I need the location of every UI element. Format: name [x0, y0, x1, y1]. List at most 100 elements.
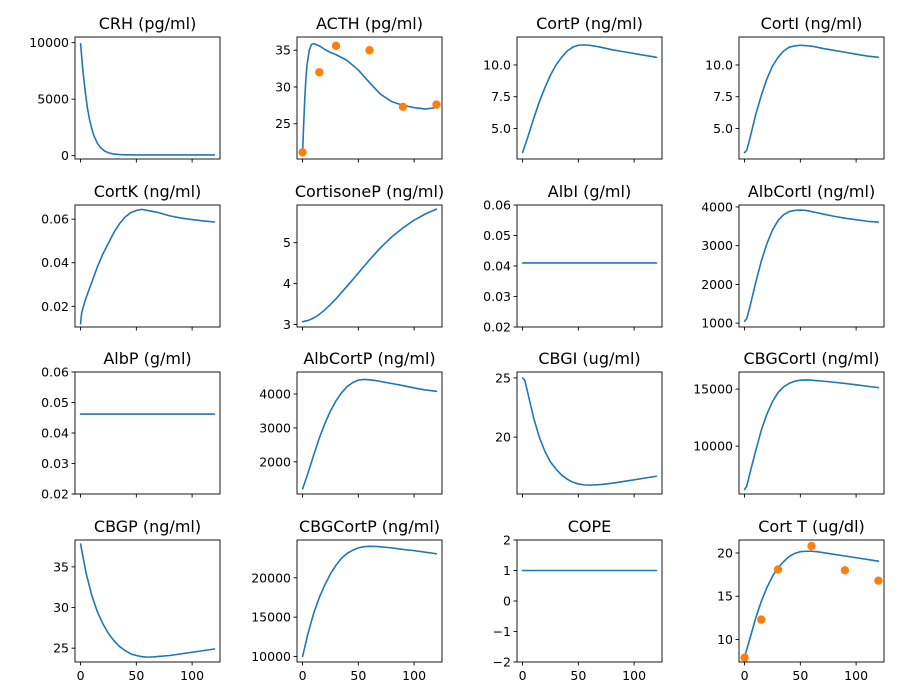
y-tick-label: 0.02 — [41, 299, 69, 314]
y-tick-label: −1 — [493, 624, 511, 639]
y-tick-label: 10000 — [693, 439, 733, 454]
subplot-panel: CortP (ng/ml) 5.0 7.5 10.0 — [483, 14, 663, 163]
subplot-panel: CBGCortI (ng/ml) 10000 15000 — [693, 349, 885, 498]
model-line — [301, 545, 438, 658]
x-tick-label: 50 — [792, 668, 808, 683]
axes-frame — [74, 539, 221, 663]
y-tick-label: 20000 — [251, 570, 291, 585]
y-tick-label: 0.06 — [41, 212, 69, 227]
panel-title: AlbCortP (ng/ml) — [303, 349, 435, 368]
y-tick-label: 0.04 — [41, 255, 69, 270]
model-line — [79, 208, 216, 325]
y-tick-label: 5.0 — [713, 121, 733, 136]
x-tick-label: 100 — [180, 668, 204, 683]
panel-title: CortK (ng/ml) — [94, 182, 202, 201]
y-tick-label: 0.05 — [41, 395, 69, 410]
y-tick-label: 20 — [717, 545, 733, 560]
subplot-panel: ACTH (pg/ml) 25 30 35 — [275, 14, 443, 163]
y-tick-label: 10000 — [251, 649, 291, 664]
model-line — [79, 42, 216, 156]
y-tick-label: 25 — [275, 116, 291, 131]
y-tick-label: 0.04 — [41, 426, 69, 441]
x-tick-label: 50 — [128, 668, 144, 683]
subplot-panel: CortisoneP (ng/ml) 3 4 5 — [283, 182, 444, 332]
panel-title: Cort T (ug/dl) — [758, 517, 865, 536]
y-tick-label: 10000 — [29, 35, 69, 50]
panel-title: AlbP (g/ml) — [103, 349, 191, 368]
y-tick-label: 5 — [283, 235, 291, 250]
y-tick-label: 0.06 — [41, 365, 69, 380]
panel-title: CortisoneP (ng/ml) — [295, 182, 444, 201]
axes-frame — [296, 36, 443, 160]
model-line — [743, 550, 880, 658]
subplot-panel: Cort T (ug/dl) 10 15 20 0 50 100 — [717, 517, 885, 683]
observed-point — [773, 565, 783, 574]
y-tick-label: 5.0 — [491, 121, 511, 136]
y-tick-label: 0.04 — [483, 259, 511, 274]
y-tick-label: 0.05 — [483, 228, 511, 243]
y-tick-label: 15000 — [251, 610, 291, 625]
subplot-panel: CBGP (ng/ml) 25 30 35 0 50 100 — [53, 517, 221, 683]
subplot-panel: AlbI (g/ml) 0.02 0.03 0.04 0.05 0.06 — [483, 182, 663, 335]
x-tick-label: 50 — [570, 668, 586, 683]
observed-point — [874, 576, 883, 585]
subplot-panel: CortK (ng/ml) 0.02 0.04 0.06 — [41, 182, 221, 331]
y-tick-label: 0.03 — [483, 289, 511, 304]
y-tick-label: 0.02 — [483, 320, 511, 335]
y-tick-label: 4000 — [259, 387, 291, 402]
subplot-panel: CRH (pg/ml) 0 5000 10000 — [29, 14, 221, 163]
observed-point — [807, 541, 816, 551]
y-tick-label: 0.06 — [483, 198, 511, 213]
axes-frame — [516, 204, 663, 328]
y-tick-label: 3000 — [259, 420, 291, 435]
y-tick-label: 35 — [53, 559, 69, 574]
y-tick-label: 35 — [275, 43, 291, 58]
model-line — [301, 208, 438, 323]
axes-frame — [738, 36, 885, 160]
y-tick-label: 4000 — [701, 199, 733, 214]
y-tick-label: 3000 — [701, 238, 733, 253]
y-tick-label: 1 — [503, 563, 511, 578]
subplot-panel: CBGI (ug/ml) 20 25 — [495, 349, 663, 498]
panel-title: AlbCortI (ng/ml) — [748, 182, 875, 201]
model-line — [301, 378, 438, 490]
observed-point — [432, 100, 441, 109]
x-tick-label: 100 — [402, 668, 426, 683]
y-tick-label: 10 — [717, 632, 733, 647]
y-tick-label: 30 — [53, 600, 69, 615]
y-tick-label: 2 — [503, 533, 511, 548]
x-tick-label: 0 — [299, 668, 307, 683]
y-tick-label: 0.02 — [41, 487, 69, 502]
x-tick-label: 100 — [844, 668, 868, 683]
y-tick-label: 20 — [495, 430, 511, 445]
x-tick-label: 50 — [350, 668, 366, 683]
panel-title: ACTH (pg/ml) — [316, 14, 423, 33]
axes-frame — [516, 539, 663, 663]
axes-frame — [74, 36, 221, 160]
axes-frame — [74, 204, 221, 328]
y-tick-label: 0 — [503, 594, 511, 609]
observed-point — [740, 653, 749, 662]
y-tick-label: 10.0 — [483, 57, 511, 72]
y-tick-label: 15000 — [693, 382, 733, 397]
axes-frame — [296, 539, 443, 663]
panel-title: CBGP (ng/ml) — [94, 517, 201, 536]
y-tick-label: −2 — [493, 655, 511, 670]
axes-frame — [296, 204, 443, 328]
observed-point — [840, 566, 850, 575]
observed-point — [331, 41, 341, 51]
subplot-panel: AlbCortI (ng/ml) 1000 2000 3000 4000 — [701, 182, 885, 331]
y-tick-label: 2000 — [701, 277, 733, 292]
subplot-panel: CortI (ng/ml) 5.0 7.5 10.0 — [705, 14, 885, 163]
x-tick-label: 0 — [519, 668, 527, 683]
model-line — [301, 42, 438, 154]
model-line — [743, 379, 880, 491]
y-tick-label: 25 — [495, 370, 511, 385]
axes-frame — [738, 204, 885, 328]
y-tick-label: 10.0 — [705, 57, 733, 72]
panel-title: CortP (ng/ml) — [536, 14, 643, 33]
x-tick-label: 0 — [741, 668, 749, 683]
observed-point — [398, 102, 408, 112]
panel-title: AlbI (g/ml) — [548, 182, 631, 201]
